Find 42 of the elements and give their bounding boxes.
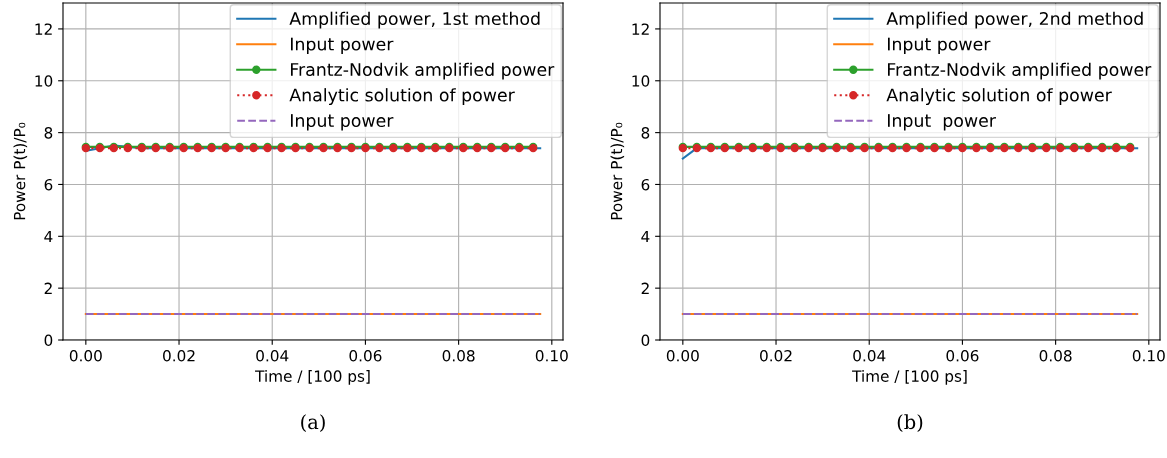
y-tick-label: 2 [641,282,649,294]
x-axis-title: Time / [100 ps] [255,370,370,385]
x-tick-label: 0.08 [442,349,475,362]
y-tick-label: 12 [35,23,52,35]
y-tick-label: 6 [44,178,53,191]
x-tick-label: 0.02 [163,349,195,362]
x-tick-label: 0.10 [1132,349,1165,362]
y-axis-title: Power P(t)/P₀ [610,122,625,220]
y-tick-label: 8 [641,127,650,139]
x-axis-title: Time / [100 ps] [852,370,967,385]
legend-label: Analytic solution of power [289,88,515,105]
legend-label: Input power [888,37,991,54]
legend-label: Frantz-Nodvik amplified power [888,62,1152,80]
legend-label: Amplified power, 1st method [289,11,540,29]
x-tick-label: 0.04 [853,349,886,362]
x-tick-label: 0.00 [666,349,699,362]
x-tick-label: 0.06 [946,349,979,362]
legend-label: Frantz-Nodvik amplified power [291,62,555,80]
legend-label: Analytic solution of power [886,88,1112,105]
x-tick-label: 0.10 [535,349,568,362]
y-tick-label: 10 [632,75,650,87]
y-tick-label: 6 [641,178,650,191]
y-tick-label: 4 [44,230,53,243]
y-tick-label: 12 [632,23,649,35]
legend-label: Input power [888,114,996,131]
y-tick-label: 0 [44,334,53,347]
x-tick-label: 0.08 [1039,349,1072,362]
legend-label: Amplified power, 2nd method [886,11,1143,29]
y-tick-label: 0 [641,334,650,347]
y-tick-label: 8 [44,127,53,139]
x-tick-label: 0.02 [760,349,792,362]
legend-label: Input power [291,37,394,54]
x-tick-label: 0.00 [69,349,102,362]
y-tick-label: 4 [641,230,650,243]
y-tick-label: 10 [35,75,53,87]
x-tick-label: 0.04 [256,349,289,362]
y-tick-label: 2 [44,282,52,294]
text: (b) [897,414,923,432]
text: (a) [301,414,325,432]
x-tick-label: 0.06 [349,349,382,362]
legend-label: Input power [291,114,394,131]
y-axis-title: Power P(t)/P₀ [13,122,28,220]
